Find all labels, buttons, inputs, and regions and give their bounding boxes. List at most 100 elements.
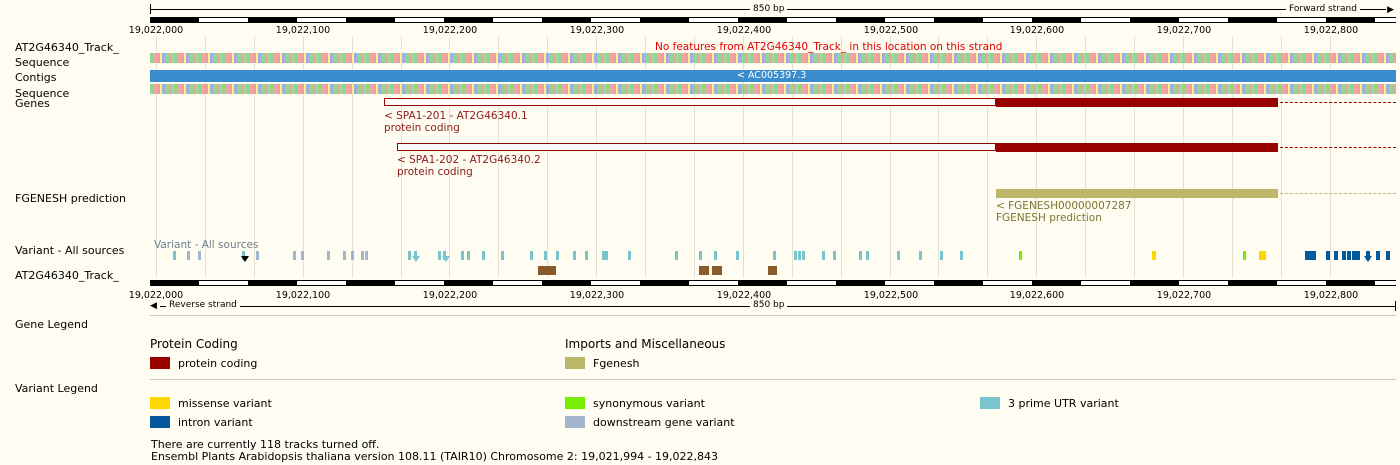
variant-mark[interactable] xyxy=(960,251,963,260)
at-track-feature[interactable] xyxy=(712,266,722,275)
grid-line xyxy=(693,36,695,278)
variant-mark[interactable] xyxy=(361,251,364,260)
variant-mark[interactable] xyxy=(544,251,547,260)
fgenesh-feature[interactable] xyxy=(996,189,1278,198)
variant-mark[interactable] xyxy=(343,251,346,260)
variant-mark[interactable] xyxy=(301,251,304,260)
grid-line xyxy=(742,36,744,278)
variant-mark[interactable] xyxy=(501,251,504,260)
transcript-1-utr[interactable] xyxy=(384,98,996,106)
transcript-1-name[interactable]: < SPA1-201 - AT2G46340.1 xyxy=(384,110,528,122)
variant-mark[interactable] xyxy=(1305,251,1309,260)
variant-mark[interactable] xyxy=(173,251,176,260)
downstream-swatch xyxy=(565,416,585,428)
variant-arrow-mark[interactable] xyxy=(412,256,420,262)
variant-mark[interactable] xyxy=(1347,251,1351,260)
at-track-label: AT2G46340_Track_ xyxy=(15,41,119,54)
transcript-2-utr[interactable] xyxy=(397,143,996,151)
variant-mark[interactable] xyxy=(1019,251,1022,260)
variant-mark[interactable] xyxy=(461,251,464,260)
variant-mark[interactable] xyxy=(897,251,900,260)
variant-mark[interactable] xyxy=(1366,251,1370,260)
fgenesh-name[interactable]: < FGENESH00000007287 xyxy=(996,200,1132,212)
variant-mark[interactable] xyxy=(1326,251,1330,260)
variant-mark[interactable] xyxy=(1352,251,1356,260)
grid-line xyxy=(645,36,646,278)
variant-mark[interactable] xyxy=(1334,251,1338,260)
variant-mark[interactable] xyxy=(714,251,717,260)
variant-mark[interactable] xyxy=(408,251,411,260)
variant-mark[interactable] xyxy=(1243,251,1246,260)
variant-arrow-mark[interactable] xyxy=(1364,256,1372,262)
variant-mark[interactable] xyxy=(822,251,825,260)
variant-mark[interactable] xyxy=(256,251,259,260)
legend-separator-2 xyxy=(150,379,1396,380)
variant-mark[interactable] xyxy=(365,251,368,260)
variant-mark[interactable] xyxy=(1308,251,1312,260)
no-features-message: No features from AT2G46340_Track_ in thi… xyxy=(655,41,1003,53)
bottom-coordinate-tick: 19,022,000 xyxy=(128,290,184,301)
variant-mark[interactable] xyxy=(798,251,801,260)
synonymous-swatch xyxy=(565,397,585,409)
transcript-2-name[interactable]: < SPA1-202 - AT2G46340.2 xyxy=(397,154,541,166)
grid-line xyxy=(302,36,304,278)
variant-mark[interactable] xyxy=(530,251,533,260)
contigs-label: Contigs xyxy=(15,71,57,84)
variant-mark[interactable] xyxy=(585,251,588,260)
variant-mark[interactable] xyxy=(602,251,605,260)
variant-mark[interactable] xyxy=(327,251,330,260)
transcript-1-cds[interactable] xyxy=(996,98,1278,107)
grid-line xyxy=(889,36,891,278)
contig-bar[interactable] xyxy=(150,70,1396,82)
variant-mark[interactable] xyxy=(1259,251,1263,260)
grid-line xyxy=(400,36,402,278)
variant-mark[interactable] xyxy=(187,251,190,260)
variant-mark[interactable] xyxy=(833,251,836,260)
variant-mark[interactable] xyxy=(773,251,776,260)
variant-mark[interactable] xyxy=(919,251,922,260)
top-coordinate-tick: 19,022,200 xyxy=(422,25,478,36)
variant-mark[interactable] xyxy=(438,251,441,260)
variant-mark[interactable] xyxy=(1152,251,1156,260)
variant-mark[interactable] xyxy=(866,251,869,260)
variant-mark[interactable] xyxy=(628,251,631,260)
variant-arrow-mark[interactable] xyxy=(241,256,249,262)
transcript-2-extension xyxy=(1280,147,1396,148)
variant-mark[interactable] xyxy=(242,251,245,260)
transcript-2-cds[interactable] xyxy=(996,143,1278,152)
protein-coding-item: protein coding xyxy=(178,357,258,370)
sequence-track[interactable] xyxy=(150,53,1396,63)
variant-mark[interactable] xyxy=(443,251,446,260)
variant-mark[interactable] xyxy=(736,251,739,260)
variant-mark[interactable] xyxy=(794,251,797,260)
variant-mark[interactable] xyxy=(198,251,201,260)
variant-mark[interactable] xyxy=(675,251,678,260)
variant-mark[interactable] xyxy=(1312,251,1316,260)
variant-mark[interactable] xyxy=(1262,251,1266,260)
variant-mark[interactable] xyxy=(859,251,862,260)
at-track-feature[interactable] xyxy=(538,266,556,275)
variant-mark[interactable] xyxy=(482,251,485,260)
variant-arrow-mark[interactable] xyxy=(442,256,450,262)
at-track2-label: AT2G46340_Track_ xyxy=(15,269,119,282)
at-track-feature[interactable] xyxy=(768,266,777,275)
variant-mark[interactable] xyxy=(1386,251,1390,260)
variant-mark[interactable] xyxy=(573,251,576,260)
variant-mark[interactable] xyxy=(699,251,702,260)
at-track-feature[interactable] xyxy=(699,266,709,275)
variant-mark[interactable] xyxy=(293,251,296,260)
variant-mark[interactable] xyxy=(802,251,805,260)
variant-mark[interactable] xyxy=(1342,251,1346,260)
sequence-track-2[interactable] xyxy=(150,84,1396,94)
variant-mark[interactable] xyxy=(605,251,608,260)
reverse-strand-label: Reverse strand xyxy=(166,300,240,310)
grid-line xyxy=(204,36,206,278)
variant-mark[interactable] xyxy=(556,251,559,260)
variant-mark[interactable] xyxy=(940,251,943,260)
variant-mark[interactable] xyxy=(467,251,470,260)
variant-mark[interactable] xyxy=(351,251,354,260)
downstream-item: downstream gene variant xyxy=(593,416,735,429)
variant-mark[interactable] xyxy=(1376,251,1380,260)
variant-mark[interactable] xyxy=(414,251,417,260)
variant-mark[interactable] xyxy=(1356,251,1360,260)
